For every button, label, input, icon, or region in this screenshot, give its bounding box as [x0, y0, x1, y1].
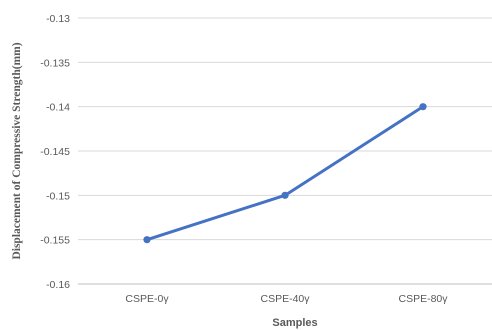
x-axis-title: Samples: [272, 317, 317, 329]
data-point: [143, 236, 151, 244]
y-axis-ticks: -0.13 -0.135 -0.14 -0.145 -0.15 -0.155 -0.16: [40, 13, 70, 291]
y-tick-label: -0.15: [46, 190, 70, 202]
y-tick-label: -0.14: [46, 102, 70, 114]
y-tick-label: -0.145: [40, 146, 70, 158]
x-tick-label: CSPE-80γ: [398, 293, 448, 305]
series-line: [145, 105, 425, 242]
data-point: [419, 103, 427, 111]
y-tick-label: -0.135: [40, 57, 70, 69]
series-group: [143, 103, 427, 244]
y-tick-label: -0.16: [46, 279, 70, 291]
y-axis-title: Displacement of Compressive Strength(mm): [11, 42, 23, 259]
x-axis-ticks: CSPE-0γ CSPE-40γ CSPE-80γ: [125, 293, 448, 305]
gridlines: [78, 17, 492, 285]
x-tick-label: CSPE-0γ: [125, 293, 169, 305]
x-tick-label: CSPE-40γ: [260, 293, 310, 305]
y-tick-label: -0.13: [46, 13, 70, 25]
data-point: [281, 191, 289, 199]
y-tick-label: -0.155: [40, 235, 70, 247]
